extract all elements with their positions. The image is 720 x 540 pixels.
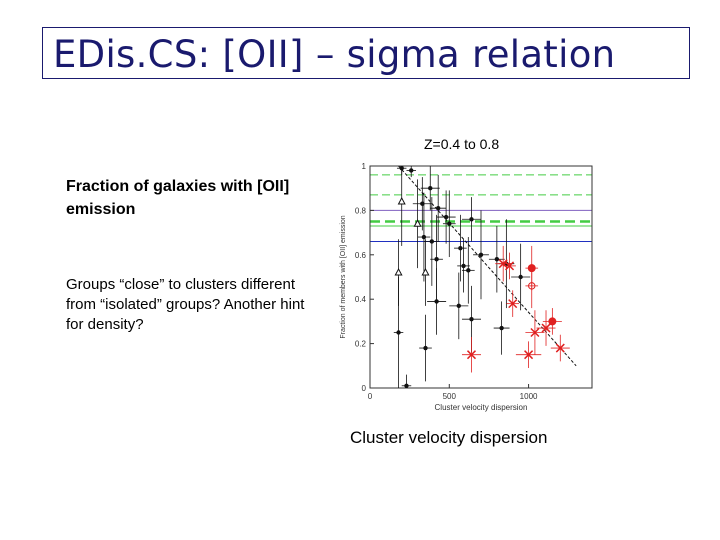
series-0-point-14 (478, 252, 484, 257)
series-0-point-23 (423, 345, 428, 351)
series-1-point-3 (421, 267, 430, 276)
series-0-point-15 (494, 257, 500, 262)
groups-note: Groups “close” to clusters different fro… (66, 276, 305, 333)
series-0-point-19 (456, 303, 461, 309)
fit-line (398, 165, 577, 367)
series-0-point-1 (409, 168, 414, 173)
series-2-point-1 (505, 261, 515, 271)
series-2-point-7 (466, 350, 477, 360)
series-0-point-22 (396, 330, 401, 335)
series-2-point-5 (555, 343, 565, 353)
series-0-point-3 (420, 201, 425, 206)
series-2-point-0 (498, 259, 508, 269)
series-0-point-13 (466, 268, 471, 273)
redshift-subtitle: Z=0.4 to 0.8 (424, 136, 500, 152)
series-0-point-6 (447, 221, 452, 226)
series-0-point-10 (458, 245, 463, 251)
y-tick-label-2: 0.4 (355, 295, 367, 304)
series-2-point-4 (541, 323, 551, 333)
series-0-point-24 (404, 383, 409, 388)
series-0-point-7 (469, 217, 474, 222)
y-tick-label-5: 1 (362, 162, 367, 171)
series-4-point-0 (528, 282, 536, 290)
x-tick-label-0: 0 (368, 392, 373, 401)
series-0-point-18 (434, 299, 439, 304)
series-0-point-8 (421, 234, 427, 240)
series-0-point-5 (443, 214, 449, 220)
plot-frame (369, 165, 593, 389)
title-box: EDis.CS: [OII] – sigma relation (42, 27, 690, 79)
series-0-point-4 (435, 205, 441, 211)
series-2-point-3 (530, 327, 540, 338)
series-1-point-2 (394, 267, 403, 276)
series-0-point-12 (461, 263, 466, 269)
series-1-point-1 (413, 219, 422, 227)
series-0-point-20 (469, 316, 474, 322)
series-3-point-0 (548, 317, 557, 326)
x-caption: Cluster velocity dispersion (350, 428, 548, 447)
slide-title: EDis.CS: [OII] – sigma relation (53, 33, 616, 76)
series-0-point-17 (518, 274, 523, 280)
series-0-point-11 (434, 257, 439, 262)
series-0-point-9 (429, 239, 435, 244)
y-tick-label-0: 0 (362, 384, 367, 393)
y-axis-label: Fraction of members with [OII] emission (340, 215, 347, 338)
y-tick-label-1: 0.2 (355, 340, 367, 349)
series-2-point-6 (524, 350, 534, 360)
x-axis-label: Cluster velocity dispersion (435, 403, 528, 412)
series-1-point-0 (397, 196, 406, 205)
y-tick-label-4: 0.8 (355, 206, 367, 215)
scatter-plot: 0 500 1000 0 0.2 0.4 0.6 0.8 1 Cluster velocity d… (340, 162, 593, 412)
series-0-point-2 (428, 186, 433, 191)
x-tick-label-1: 500 (443, 392, 457, 401)
x-tick-label-2: 1000 (520, 392, 538, 401)
fraction-caption: Fraction of galaxies with [OII] emission (66, 178, 290, 218)
series-2-point-2 (508, 299, 518, 309)
y-tick-label-3: 0.6 (355, 251, 367, 260)
series-0-point-21 (499, 325, 504, 331)
